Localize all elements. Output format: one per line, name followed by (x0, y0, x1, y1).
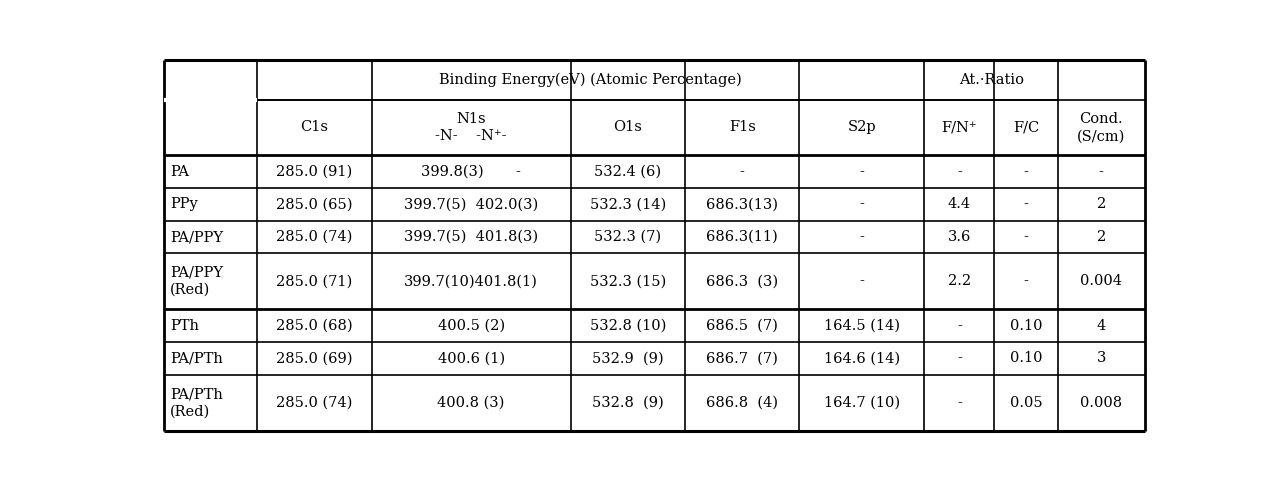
Text: 686.3(11): 686.3(11) (707, 230, 778, 244)
Text: 0.004: 0.004 (1081, 275, 1123, 288)
Text: PA: PA (171, 165, 188, 179)
Text: Binding Energy(eV) (Atomic Percentage): Binding Energy(eV) (Atomic Percentage) (439, 72, 742, 87)
Text: -: - (740, 165, 745, 179)
Text: -: - (957, 396, 962, 410)
Text: 3: 3 (1096, 351, 1106, 365)
Text: 686.8  (4): 686.8 (4) (707, 396, 778, 410)
Text: 0.05: 0.05 (1009, 396, 1043, 410)
Text: PPy: PPy (171, 197, 197, 211)
Text: 0.10: 0.10 (1009, 319, 1043, 333)
Text: -: - (859, 165, 864, 179)
Text: 399.7(10)401.8(1): 399.7(10)401.8(1) (405, 275, 538, 288)
Text: 285.0 (74): 285.0 (74) (276, 230, 353, 244)
Text: 285.0 (74): 285.0 (74) (276, 396, 353, 410)
Text: -: - (859, 275, 864, 288)
Text: 532.8 (10): 532.8 (10) (589, 319, 666, 333)
Text: F/C: F/C (1013, 121, 1039, 135)
Text: -: - (859, 230, 864, 244)
Text: -: - (957, 351, 962, 365)
Text: 2.2: 2.2 (948, 275, 971, 288)
Text: 686.3  (3): 686.3 (3) (707, 275, 778, 288)
Text: 3.6: 3.6 (947, 230, 971, 244)
Text: 285.0 (69): 285.0 (69) (276, 351, 353, 365)
Text: -: - (1023, 197, 1029, 211)
Text: 285.0 (71): 285.0 (71) (276, 275, 353, 288)
Text: PA/PPY: PA/PPY (171, 230, 223, 244)
Text: -: - (1099, 165, 1104, 179)
Text: 532.4 (6): 532.4 (6) (594, 165, 662, 179)
Text: 285.0 (91): 285.0 (91) (276, 165, 353, 179)
Text: 686.5  (7): 686.5 (7) (707, 319, 778, 333)
Text: 532.3 (7): 532.3 (7) (594, 230, 662, 244)
Text: At.·Ratio: At.·Ratio (959, 73, 1023, 87)
Text: F1s: F1s (729, 121, 756, 135)
Text: F/N⁺: F/N⁺ (942, 121, 978, 135)
Text: 4: 4 (1096, 319, 1106, 333)
Text: PA/PTh
(Red): PA/PTh (Red) (171, 387, 223, 418)
Text: 0.10: 0.10 (1009, 351, 1043, 365)
Text: -: - (957, 165, 962, 179)
Text: 164.6 (14): 164.6 (14) (824, 351, 900, 365)
Text: 400.8 (3): 400.8 (3) (438, 396, 505, 410)
Text: C1s: C1s (300, 121, 328, 135)
Text: 399.7(5)  402.0(3): 399.7(5) 402.0(3) (404, 197, 538, 211)
Text: -: - (1023, 165, 1029, 179)
Text: 2: 2 (1096, 197, 1106, 211)
Text: 532.9  (9): 532.9 (9) (592, 351, 663, 365)
Text: 400.6 (1): 400.6 (1) (438, 351, 504, 365)
Text: PA/PPY
(Red): PA/PPY (Red) (171, 266, 223, 297)
Text: 2: 2 (1096, 230, 1106, 244)
Text: -: - (957, 319, 962, 333)
Text: 164.7 (10): 164.7 (10) (824, 396, 900, 410)
Text: -: - (859, 197, 864, 211)
Text: 399.7(5)  401.8(3): 399.7(5) 401.8(3) (404, 230, 538, 244)
Text: 399.8(3)       -: 399.8(3) - (421, 165, 521, 179)
Text: O1s: O1s (614, 121, 643, 135)
Text: 0.008: 0.008 (1081, 396, 1123, 410)
Text: PTh: PTh (171, 319, 199, 333)
Text: -: - (1023, 275, 1029, 288)
Text: 285.0 (68): 285.0 (68) (276, 319, 353, 333)
Text: 532.8  (9): 532.8 (9) (592, 396, 663, 410)
Text: 532.3 (14): 532.3 (14) (589, 197, 666, 211)
Text: S2p: S2p (848, 121, 876, 135)
Text: 4.4: 4.4 (948, 197, 971, 211)
Text: PA/PTh: PA/PTh (171, 351, 223, 365)
Text: 686.3(13): 686.3(13) (707, 197, 778, 211)
Text: 400.5 (2): 400.5 (2) (438, 319, 504, 333)
Text: Cond.
(S/cm): Cond. (S/cm) (1077, 112, 1125, 143)
Text: -: - (1023, 230, 1029, 244)
Text: 164.5 (14): 164.5 (14) (824, 319, 900, 333)
Text: N1s
-N-    -N⁺-: N1s -N- -N⁺- (435, 112, 507, 143)
Text: 686.7  (7): 686.7 (7) (707, 351, 778, 365)
Text: 285.0 (65): 285.0 (65) (276, 197, 353, 211)
Text: 532.3 (15): 532.3 (15) (589, 275, 666, 288)
